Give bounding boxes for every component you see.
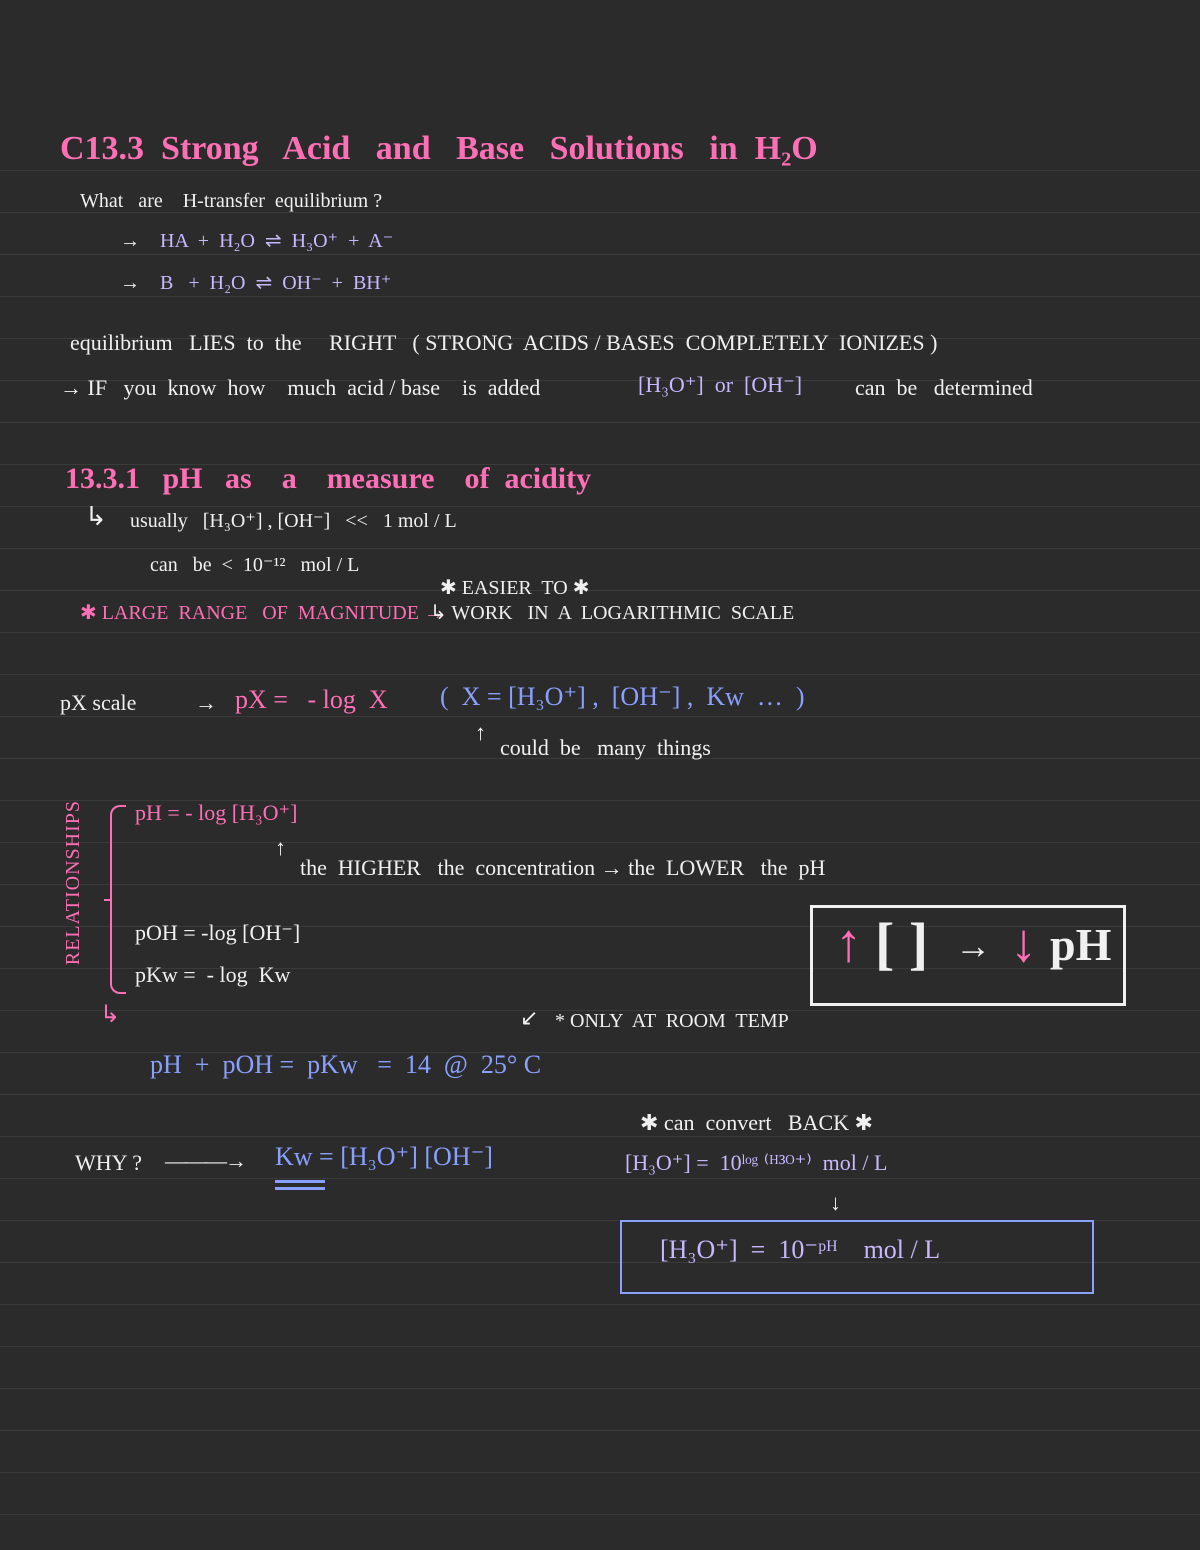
- px-scale-label: pX scale: [60, 690, 136, 716]
- poh-equation: pOH = -log [OH⁻]: [135, 920, 300, 946]
- up-arrow-icon: ↑: [475, 720, 486, 746]
- kw-underline: [275, 1180, 325, 1183]
- arrow-icon: →: [955, 925, 991, 967]
- convert-back-eq: [H₃O⁺] = 10ˡᵒᵍ ⁽ᴴ³ᴼ⁺⁾ mol / L: [625, 1150, 887, 1176]
- relationships-brace: [110, 805, 126, 994]
- convert-back-label: ✱ can convert BACK ✱: [640, 1110, 873, 1136]
- up-arrow-icon: ↑: [835, 912, 862, 974]
- if-you-know-b: [H₃O⁺] or [OH⁻]: [638, 372, 802, 398]
- ph-label: pH: [1050, 918, 1111, 971]
- swoop-arrow-icon: ↙: [520, 1005, 538, 1031]
- if-you-know-a: → IF you know how much acid / base is ad…: [60, 375, 540, 401]
- easier-to: ✱ EASIER TO ✱: [440, 575, 589, 600]
- ph-equation: pH = - log [H₃O⁺]: [135, 800, 297, 826]
- arrow-icon: →: [120, 230, 140, 253]
- usually-concentrations: usually [H₃O⁺] , [OH⁻] << 1 mol / L: [130, 508, 457, 533]
- px-parenthetical: ( X = [H₃O⁺] , [OH⁻] , Kw … ): [440, 682, 805, 712]
- arrow-icon: →: [195, 690, 217, 716]
- ph-poh-pkw-sum: pH + pOH = pKw = 14 @ 25° C: [150, 1050, 541, 1080]
- pkw-equation: pKw = - log Kw: [135, 962, 290, 988]
- base-equilibrium-eq: B + H₂O ⇌ OH⁻ + BH⁺: [160, 270, 391, 295]
- acid-equilibrium-eq: HA + H₂O ⇌ H₃O⁺ + A⁻: [160, 228, 393, 253]
- kw-underline-2: [275, 1187, 325, 1190]
- px-could-be-many: could be many things: [500, 735, 711, 761]
- h3o-from-ph-eq: [H₃O⁺] = 10⁻ᵖᴴ mol / L: [660, 1235, 940, 1265]
- long-arrow-icon: ———→: [165, 1148, 245, 1174]
- kw-equation: Kw = [H₃O⁺] [OH⁻]: [275, 1142, 493, 1172]
- down-arrow-icon: ↓: [830, 1190, 841, 1216]
- why-label: WHY ?: [75, 1150, 142, 1176]
- concentration-brackets: [ ]: [875, 910, 928, 977]
- log-scale: ↳ WORK IN A LOGARITHMIC SCALE: [430, 600, 794, 625]
- down-arrow-icon: ↓: [1010, 912, 1037, 974]
- hook-arrow-icon: ↳: [85, 502, 107, 532]
- handwritten-notes-page: C13.3 Strong Acid and Base Solutions in …: [0, 0, 1200, 1550]
- question-h-transfer: What are H-transfer equilibrium ?: [80, 190, 382, 213]
- px-equation: pX = - log X: [235, 685, 388, 715]
- ph-higher-lower-note: the HIGHER the concentration → the LOWER…: [300, 855, 825, 881]
- up-arrow-icon: ↑: [275, 835, 286, 861]
- arrow-icon: →: [120, 272, 140, 295]
- hook-arrow-icon: ↳: [100, 1000, 120, 1029]
- can-be-small: can be < 10⁻¹² mol / L: [150, 552, 359, 577]
- subsection-title: 13.3.1 pH as a measure of acidity: [65, 462, 591, 496]
- large-range: ✱ LARGE RANGE OF MAGNITUDE →: [80, 600, 444, 625]
- if-you-know-c: can be determined: [855, 375, 1033, 401]
- only-room-temp: * ONLY AT ROOM TEMP: [555, 1010, 789, 1033]
- equilibrium-lies-right: equilibrium LIES to the RIGHT ( STRONG A…: [70, 330, 937, 356]
- section-title: C13.3 Strong Acid and Base Solutions in …: [60, 130, 818, 168]
- relationships-label: RELATIONSHIPS: [62, 800, 85, 965]
